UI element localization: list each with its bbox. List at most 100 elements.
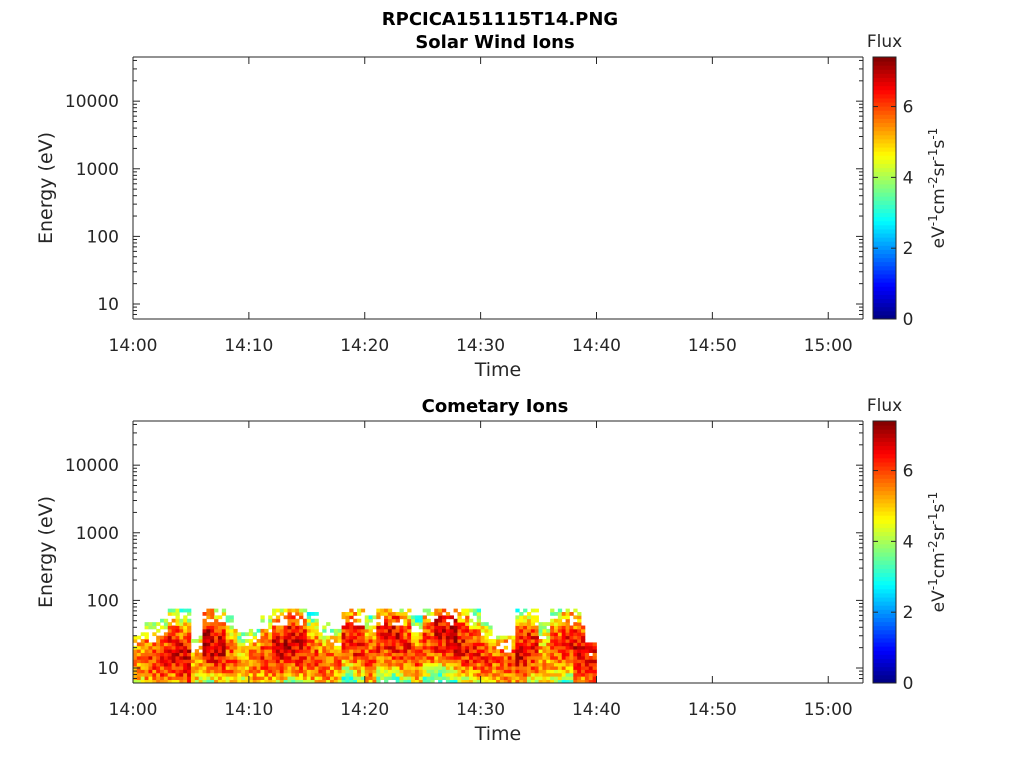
flux-cell [418,625,424,630]
flux-cell [156,669,161,674]
flux-cell [210,625,215,630]
flux-cell [202,659,207,664]
colorbar-swatch [873,547,896,553]
flux-cell [260,632,265,637]
flux-cell [241,642,246,647]
colorbar-tick-label: 0 [903,674,914,694]
flux-cell [399,642,404,647]
flux-cell [345,672,350,677]
flux-cell [187,649,192,653]
flux-cell [430,632,435,637]
flux-cell [465,608,470,613]
flux-cell [353,676,358,681]
flux-cell [577,669,582,674]
flux-cell [368,679,373,684]
flux-cell [248,652,254,657]
flux-cell [260,669,265,674]
flux-cell [384,632,389,637]
flux-cell [221,642,227,647]
flux-cell [283,628,288,633]
flux-cell [403,649,408,653]
flux-cell [264,662,269,667]
flux-cell [326,659,331,664]
flux-cell [217,632,223,637]
flux-cell [588,659,594,664]
flux-cell [357,635,362,640]
flux-cell [214,645,219,650]
flux-cell [287,608,292,613]
flux-cell [245,645,250,650]
flux-cell [422,608,427,613]
flux-cell [360,679,366,684]
colorbar-tick-label: 6 [903,98,914,118]
colorbar-swatch [873,97,896,103]
flux-cell [453,618,458,623]
flux-cell [426,642,431,647]
flux-cell [372,669,377,674]
flux-cell [302,608,308,613]
flux-cell [376,639,381,643]
flux-cell [233,679,238,684]
flux-cell [206,669,211,674]
flux-cell [194,655,200,660]
flux-cell [179,625,184,630]
flux-cell [272,652,277,657]
flux-cell [422,628,427,633]
flux-cell [295,645,300,650]
flux-cell [345,649,350,653]
flux-cell [449,632,454,637]
flux-cell [414,642,420,647]
colorbar-tick-label: 4 [903,532,914,552]
flux-cell [272,625,277,630]
flux-cell [260,618,265,623]
flux-cell [422,615,427,620]
flux-cell [167,659,173,664]
flux-cell [453,635,458,640]
flux-cell [453,645,458,650]
flux-cell [472,672,478,677]
flux-cell [283,645,288,650]
flux-cell [179,666,184,670]
flux-cell [329,628,335,633]
flux-cell [221,652,227,657]
flux-cell [364,628,370,633]
flux-cell [256,676,261,681]
flux-cell [167,622,173,626]
flux-cell [503,662,509,667]
flux-cell [279,672,285,677]
flux-cell [407,672,412,677]
flux-cell [291,615,296,620]
flux-cell [488,642,493,647]
flux-cell [441,618,447,623]
colorbar-swatch [873,138,896,144]
flux-cell [268,649,273,653]
flux-cell [403,642,408,647]
flux-cell [391,659,397,664]
flux-cell [526,659,532,664]
flux-cell [360,655,366,660]
flux-cell [256,669,261,674]
flux-cell [414,662,420,667]
flux-cell [160,655,165,660]
flux-cell [252,672,257,677]
colorbar-swatch [873,543,896,549]
flux-cell [403,612,408,616]
flux-cell [399,676,404,681]
flux-cell [260,635,265,640]
flux-cell [210,672,215,677]
flux-cell [144,659,149,664]
flux-cell [584,659,590,664]
flux-cell [217,652,223,657]
flux-cell [167,632,173,637]
flux-cell [519,645,524,650]
flux-cell [329,679,335,684]
flux-cell [299,652,304,657]
flux-cell [210,645,215,650]
flux-cell [171,662,176,667]
flux-cell [461,642,466,647]
flux-cell [275,632,281,637]
colorbar-swatch [873,519,896,524]
flux-cell [418,632,424,637]
flux-cell [534,625,539,630]
flux-cell [557,669,563,674]
